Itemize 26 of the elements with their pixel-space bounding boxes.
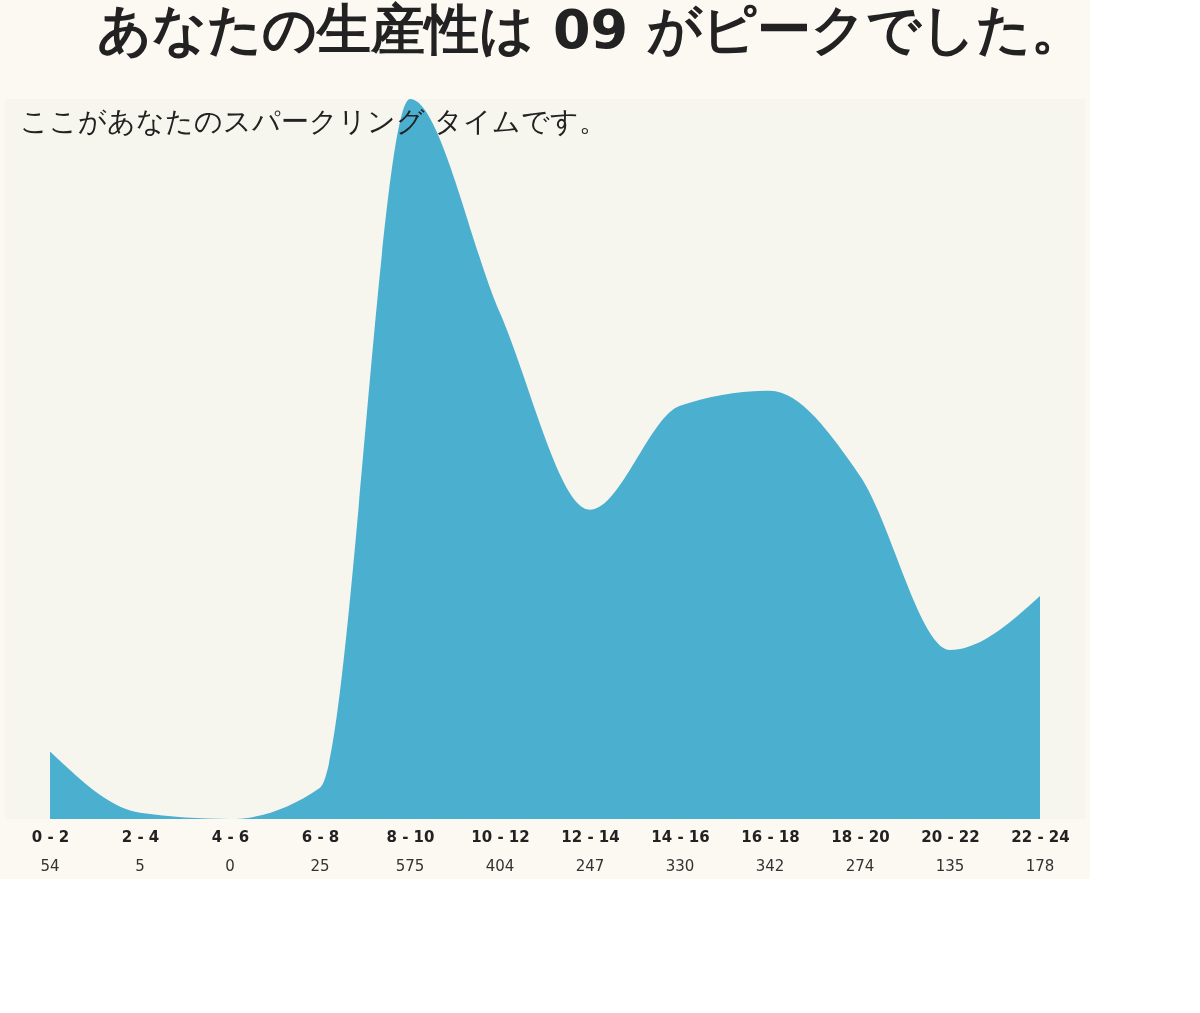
x-tick-label: 10 - 12 [471, 827, 530, 846]
data-label: 404 [485, 857, 515, 875]
x-tick-label: 18 - 20 [831, 827, 890, 846]
chart-title: あなたの生産性は 09 がピークでした。 [97, 0, 1085, 61]
x-tick-label: 16 - 18 [741, 827, 800, 846]
x-tick-label: 0 - 2 [31, 827, 70, 846]
data-label: 247 [575, 857, 605, 875]
x-tick-label: 12 - 14 [561, 827, 620, 846]
data-label: 135 [935, 857, 965, 875]
x-tick-label: 22 - 24 [1011, 827, 1070, 846]
data-label: 178 [1025, 857, 1055, 875]
x-tick-label: 2 - 4 [121, 827, 160, 846]
x-tick-label: 20 - 22 [921, 827, 980, 846]
x-tick-label: 4 - 6 [211, 827, 250, 846]
data-label: 54 [40, 857, 60, 875]
data-label: 330 [665, 857, 695, 875]
data-label: 0 [225, 857, 235, 875]
data-label: 342 [755, 857, 785, 875]
data-label: 5 [135, 857, 145, 875]
x-tick-label: 8 - 10 [386, 827, 435, 846]
data-label: 274 [845, 857, 875, 875]
annotation: ここがあなたのスパークリング タイムです。 [20, 105, 607, 138]
x-tick-label: 6 - 8 [301, 827, 340, 846]
data-label: 575 [395, 857, 425, 875]
data-label: 25 [310, 857, 330, 875]
x-tick-label: 14 - 16 [651, 827, 710, 846]
